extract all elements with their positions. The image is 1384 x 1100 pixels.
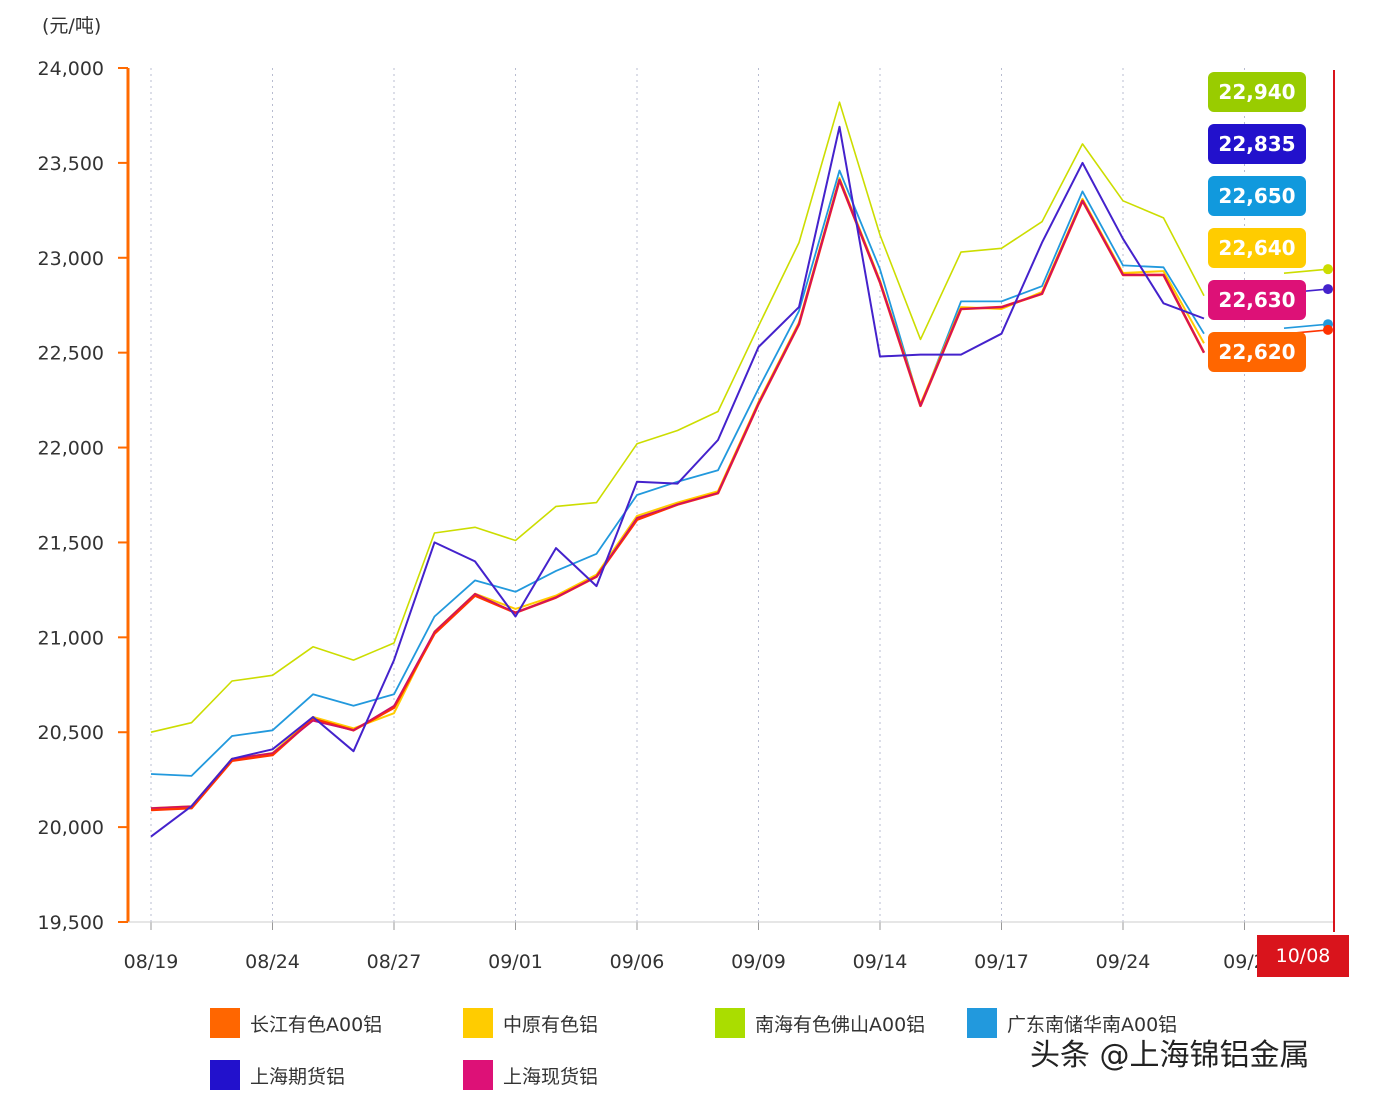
x-tick-label: 09/09 [731, 951, 786, 973]
legend-item-shfe[interactable]: 上海期货铝 [210, 1060, 345, 1090]
legend-item-shanghai-spot[interactable]: 上海现货铝 [463, 1060, 598, 1090]
line-chart: (元/吨) 24,000 23,500 23,000 22,500 22,000 21,5… [38, 15, 1335, 973]
series-line [150, 179, 1205, 809]
y-tick-label: 24,000 [38, 58, 104, 80]
latest-point [1323, 264, 1333, 275]
latest-value-text: 22,835 [1218, 132, 1295, 156]
cursor-date-flag: 10/08 [1257, 935, 1349, 977]
y-tick-label: 20,000 [38, 817, 104, 839]
y-tick-label: 20,500 [38, 722, 104, 744]
x-tick-label: 09/17 [974, 951, 1029, 973]
latest-value-badge [1208, 176, 1306, 216]
latest-point [1323, 324, 1333, 335]
legend-label: 上海期货铝 [250, 1065, 346, 1088]
x-axis: 08/19 08/24 08/27 09/01 09/06 09/09 09/14 09/17… [124, 921, 1334, 973]
latest-value-badges: 22,940 22,835 22,650 22,640 22,630 22,620 [1208, 72, 1306, 372]
series-line [150, 125, 1205, 838]
series-line [150, 169, 1205, 777]
series-tail [1283, 268, 1329, 274]
y-tick-label: 23,500 [38, 153, 104, 175]
watermark: 头条 @上海锦铝金属 [1030, 1038, 1310, 1073]
x-tick-label: 09/24 [1096, 951, 1151, 973]
legend-label: 广东南储华南A00铝 [1007, 1013, 1178, 1036]
y-unit-label: (元/吨) [42, 15, 101, 37]
latest-value-text: 22,620 [1218, 340, 1295, 364]
x-tick-label: 09/14 [853, 951, 908, 973]
latest-value-badge [1208, 72, 1306, 112]
x-tick-label: 08/24 [245, 951, 300, 973]
y-tick-label: 22,000 [38, 438, 104, 460]
series-line [150, 101, 1205, 733]
y-tick-label: 22,500 [38, 343, 104, 365]
legend-label: 中原有色铝 [503, 1013, 599, 1036]
y-tick-label: 23,000 [38, 248, 104, 270]
legend-swatch [210, 1008, 240, 1038]
latest-value-badge [1208, 332, 1306, 372]
y-axis: 24,000 23,500 23,000 22,500 22,000 21,500 21,0… [38, 58, 130, 934]
latest-point [1323, 284, 1333, 295]
latest-value-text: 22,940 [1218, 80, 1295, 104]
legend-item-zhongyuan[interactable]: 中原有色铝 [463, 1008, 598, 1038]
series-line [150, 177, 1205, 810]
x-tick-label: 08/19 [124, 951, 179, 973]
legend-swatch [463, 1060, 493, 1090]
x-tick-label: 08/27 [367, 951, 422, 973]
legend-swatch [967, 1008, 997, 1038]
legend-item-guangdong[interactable]: 广东南储华南A00铝 [967, 1008, 1177, 1038]
latest-value-text: 22,640 [1218, 236, 1295, 260]
legend-swatch [463, 1008, 493, 1038]
y-tick-label: 21,500 [38, 532, 104, 554]
series-lines [150, 101, 1333, 838]
legend-swatch [715, 1008, 745, 1038]
legend-label: 长江有色A00铝 [250, 1013, 383, 1036]
x-tick-label: 09/2 [1223, 951, 1266, 973]
series-tail [1283, 323, 1329, 329]
latest-value-text: 22,650 [1218, 184, 1295, 208]
latest-value-badge [1208, 228, 1306, 268]
latest-value-badge [1208, 280, 1306, 320]
legend-label: 南海有色佛山A00铝 [755, 1013, 926, 1036]
legend-item-nanhai[interactable]: 南海有色佛山A00铝 [715, 1008, 925, 1038]
latest-value-text: 22,630 [1218, 288, 1295, 312]
legend-swatch [210, 1060, 240, 1090]
latest-value-badge [1208, 124, 1306, 164]
x-tick-label: 09/06 [610, 951, 665, 973]
y-tick-label: 19,500 [38, 912, 104, 934]
legend-item-changjiang[interactable]: 长江有色A00铝 [210, 1008, 382, 1038]
y-tick-label: 21,000 [38, 627, 104, 649]
x-tick-label: 09/01 [488, 951, 543, 973]
legend-label: 上海现货铝 [503, 1065, 599, 1088]
